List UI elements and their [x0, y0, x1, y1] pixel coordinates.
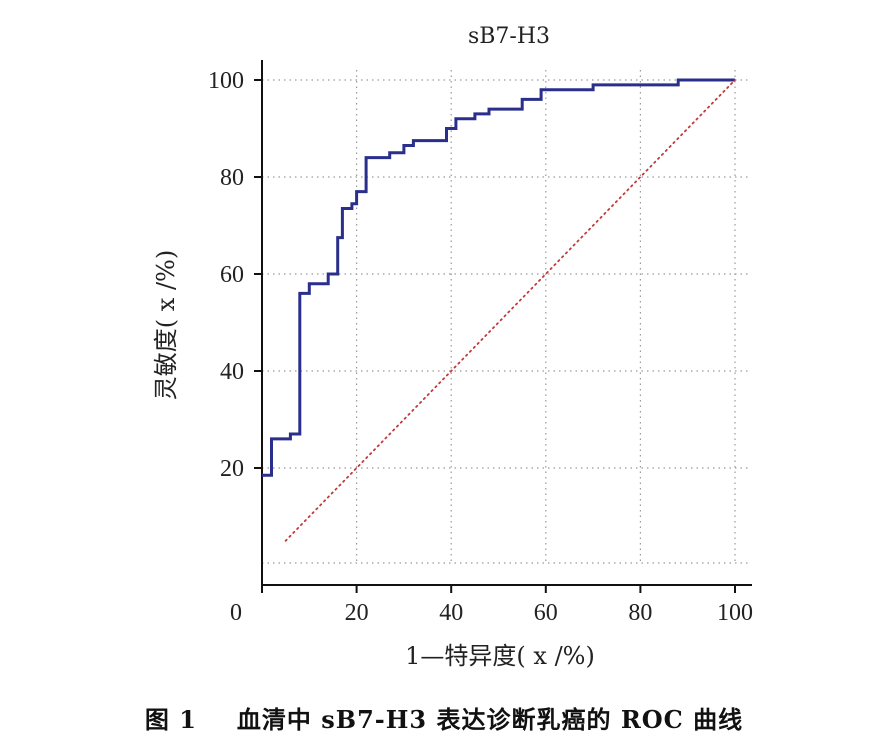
x-tick-label: 60 [534, 600, 558, 626]
chart-title: sB7-H3 [468, 24, 550, 49]
axes [254, 60, 752, 593]
x-tick-label: 80 [628, 600, 652, 626]
x-tick-label: 100 [717, 600, 753, 626]
x-axis-label: 1—特异度( x /%) [405, 642, 595, 670]
x-tick-labels: 0 20 40 60 80 100 [230, 600, 753, 626]
reference-diagonal-line [284, 79, 736, 542]
x-tick-label: 40 [439, 600, 463, 626]
x-tick-label: 20 [345, 600, 369, 626]
y-tick-label: 60 [220, 262, 244, 288]
y-tick-label: 20 [220, 456, 244, 482]
figure-caption: 图 1 血清中 sB7-H3 表达诊断乳癌的 ROC 曲线 [0, 700, 888, 735]
roc-curve-line [262, 78, 735, 477]
caption-text: 血清中 sB7-H3 表达诊断乳癌的 ROC 曲线 [236, 705, 744, 734]
series-layer [262, 78, 736, 542]
y-axis-label: 灵敏度( x /%) [152, 250, 180, 400]
figure-number: 图 1 [144, 705, 197, 734]
y-tick-labels: 20 40 60 80 100 [208, 68, 244, 482]
grid-lines [262, 70, 750, 565]
x-tick-label: 0 [230, 600, 242, 626]
roc-chart: sB7-H3 0 20 40 60 80 100 20 40 60 80 100 1—特异度( x… [152, 24, 753, 670]
y-tick-label: 100 [208, 68, 244, 94]
y-tick-label: 80 [220, 165, 244, 191]
y-tick-label: 40 [220, 359, 244, 385]
